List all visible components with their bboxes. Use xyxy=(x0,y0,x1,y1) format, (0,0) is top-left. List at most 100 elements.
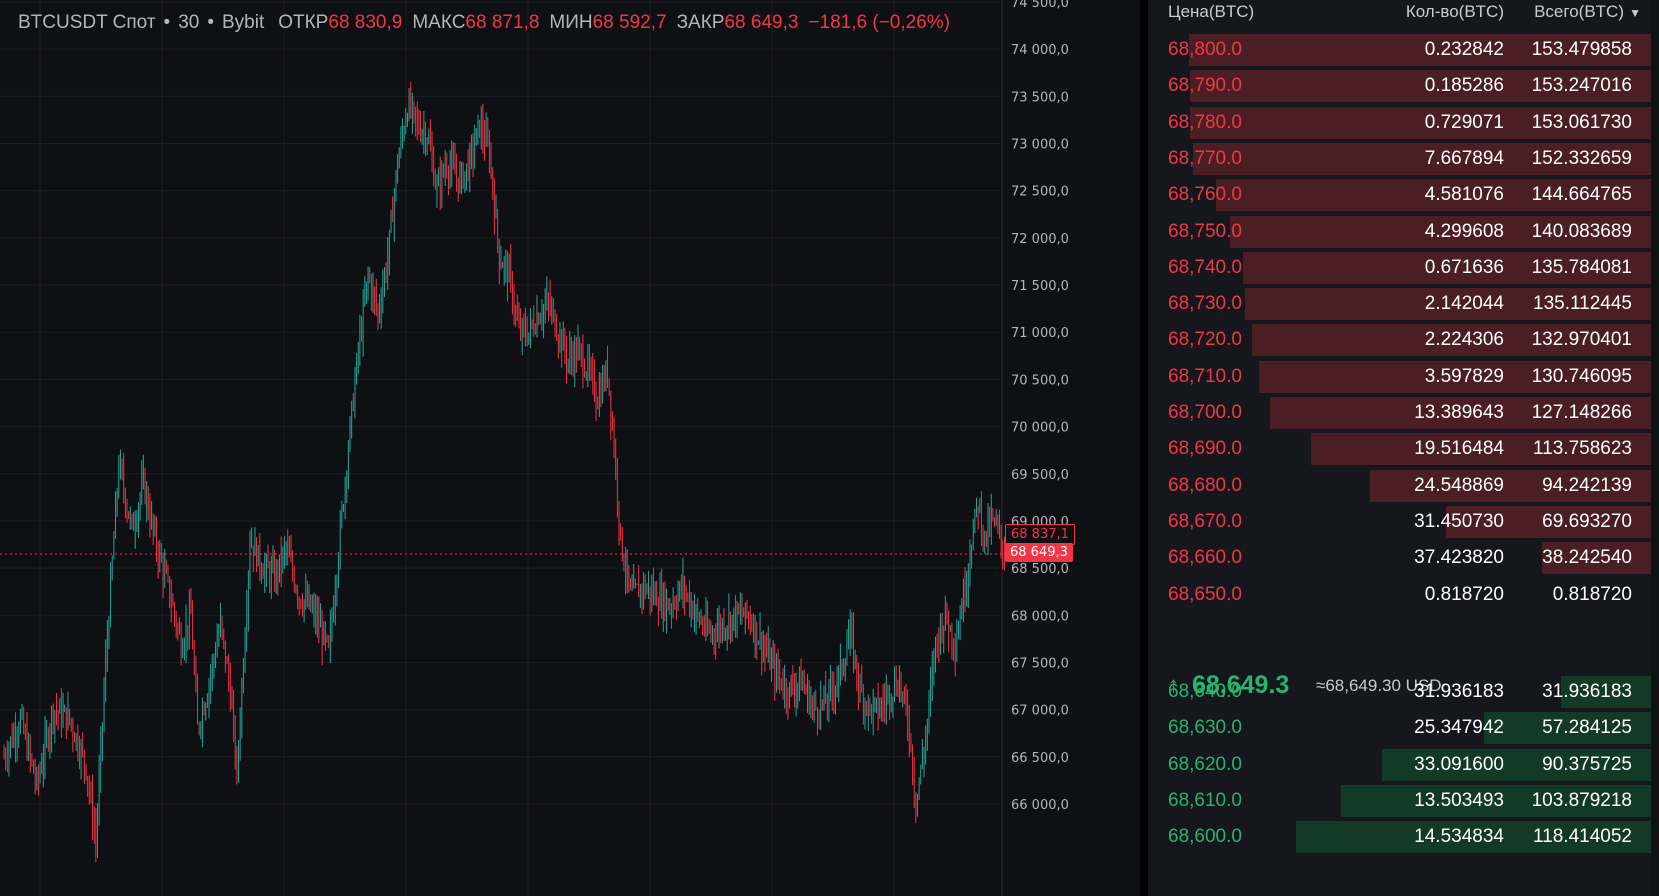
ask-qty: 0.671636 xyxy=(1424,256,1504,278)
ask-total: 127.148266 xyxy=(1531,402,1632,423)
depth-bar xyxy=(1216,179,1659,212)
arrow-up-icon: ↑ xyxy=(1168,672,1179,697)
ask-row[interactable]: 68,750.0 4.299608 140.083689 xyxy=(1148,214,1659,250)
ask-qty: 13.389643 xyxy=(1414,402,1504,423)
ask-row[interactable]: 68,760.0 4.581076 144.664765 xyxy=(1148,177,1659,213)
ask-qty: 3.597829 xyxy=(1424,365,1504,387)
ask-row[interactable]: 68,670.0 31.450730 69.693270 xyxy=(1148,504,1659,540)
ask-qty: 0.729071 xyxy=(1424,111,1504,133)
symbol-label[interactable]: BTCUSDT Спот xyxy=(18,12,156,33)
low-label: МИН xyxy=(549,12,593,33)
price-chart[interactable]: 74 500,0 74 000,0 73 500,0 73 000,0 72 500,0… xyxy=(0,0,1140,896)
ask-qty: 0.818720 xyxy=(1424,583,1504,605)
ask-total: 153.479858 xyxy=(1531,39,1632,60)
depth-bar xyxy=(1243,251,1659,284)
ask-total: 38.242540 xyxy=(1542,547,1632,569)
ask-row[interactable]: 68,710.0 3.597829 130.746095 xyxy=(1148,359,1659,395)
ask-qty: 0.232842 xyxy=(1424,39,1504,60)
ask-qty: 2.224306 xyxy=(1424,329,1504,351)
depth-bar xyxy=(1382,748,1659,781)
ask-price: 68,740.0 xyxy=(1168,256,1242,278)
separator-dot: • xyxy=(207,12,214,33)
depth-bar xyxy=(1341,784,1659,817)
ask-row[interactable]: 68,680.0 24.548869 94.242139 xyxy=(1148,468,1659,504)
ask-price: 68,690.0 xyxy=(1168,438,1242,460)
bid-total: 90.375725 xyxy=(1542,753,1632,775)
reference-price-tag: 68 837,1 xyxy=(1005,524,1075,546)
depth-bar xyxy=(1311,433,1659,466)
y-tick-label: 69 500,0 xyxy=(1011,468,1069,483)
bid-row[interactable]: 68,600.0 14.534834 118.414052 xyxy=(1148,819,1659,855)
depth-bar xyxy=(1245,288,1659,321)
y-tick-label: 66 500,0 xyxy=(1011,751,1069,766)
y-tick-label: 72 000,0 xyxy=(1011,232,1069,247)
order-book: Цена(BTC) Кол-во(BTC) Всего(BTC) ▼ 68,80… xyxy=(1148,0,1659,896)
y-tick-label: 74 500,0 xyxy=(1011,0,1069,11)
interval-label[interactable]: 30 xyxy=(178,12,200,33)
bid-price: 68,610.0 xyxy=(1168,789,1242,811)
y-tick-label: 72 500,0 xyxy=(1011,185,1069,200)
ask-row[interactable]: 68,770.0 7.667894 152.332659 xyxy=(1148,141,1659,177)
ask-total: 152.332659 xyxy=(1531,147,1632,169)
ask-qty: 37.423820 xyxy=(1414,547,1504,569)
bid-total: 31.936183 xyxy=(1542,681,1632,702)
last-price-row: ↑ 68,649.3 ≈68,649.30 USD xyxy=(1148,666,1659,710)
depth-bar xyxy=(1561,676,1659,708)
depth-bar xyxy=(1370,469,1659,502)
order-book-header: Цена(BTC) Кол-во(BTC) Всего(BTC) ▼ xyxy=(1148,0,1659,28)
bid-row[interactable]: 68,620.0 33.091600 90.375725 xyxy=(1148,747,1659,783)
y-tick-label: 68 500,0 xyxy=(1011,562,1069,577)
bid-row[interactable]: 68,630.0 25.347942 57.284125 xyxy=(1148,710,1659,746)
depth-bar xyxy=(1446,505,1659,538)
y-tick-label: 73 000,0 xyxy=(1011,138,1069,153)
bid-qty: 31.936183 xyxy=(1414,681,1504,702)
ask-row[interactable]: 68,720.0 2.224306 132.970401 xyxy=(1148,322,1659,358)
ask-row[interactable]: 68,780.0 0.729071 153.061730 xyxy=(1148,105,1659,141)
high-label: МАКС xyxy=(412,12,466,33)
depth-bar xyxy=(1189,34,1659,66)
ask-qty: 4.581076 xyxy=(1424,184,1504,206)
bid-row[interactable]: 68,610.0 13.503493 103.879218 xyxy=(1148,783,1659,819)
ask-row[interactable]: 68,660.0 37.423820 38.242540 xyxy=(1148,540,1659,576)
ask-row[interactable]: 68,740.0 0.671636 135.784081 xyxy=(1148,250,1659,286)
ask-price: 68,710.0 xyxy=(1168,365,1242,387)
ask-total: 130.746095 xyxy=(1531,365,1632,387)
exchange-label: Bybit xyxy=(221,12,265,33)
caret-down-icon[interactable]: ▼ xyxy=(1629,6,1641,20)
close-value: 68 649,3 xyxy=(724,12,799,33)
bid-qty: 25.347942 xyxy=(1414,717,1504,739)
ask-row[interactable]: 68,800.0 0.232842 153.479858 xyxy=(1148,32,1659,68)
ask-price: 68,750.0 xyxy=(1168,220,1242,242)
bid-total: 57.284125 xyxy=(1542,717,1632,739)
ask-qty: 2.142044 xyxy=(1424,293,1504,315)
candlestick-chart[interactable]: 74 500,0 74 000,0 73 500,0 73 000,0 72 500,0… xyxy=(0,0,1140,896)
y-tick-label: 68 000,0 xyxy=(1011,609,1069,624)
last-price-usd: ≈68,649.30 USD xyxy=(1316,676,1442,695)
col-total-header[interactable]: Всего(BTC) xyxy=(1534,2,1624,21)
col-qty-header: Кол-во(BTC) xyxy=(1405,2,1504,21)
ask-qty: 19.516484 xyxy=(1414,438,1504,460)
panel-divider[interactable] xyxy=(1140,0,1148,896)
y-tick-label: 74 000,0 xyxy=(1011,43,1069,58)
ask-row[interactable]: 68,790.0 0.185286 153.247016 xyxy=(1148,68,1659,104)
depth-bar xyxy=(1259,360,1659,393)
ask-total: 144.664765 xyxy=(1531,184,1632,206)
ask-price: 68,780.0 xyxy=(1168,111,1242,133)
col-price-header: Цена(BTC) xyxy=(1168,2,1255,21)
depth-bar xyxy=(1190,106,1659,139)
scrollbar[interactable] xyxy=(1651,0,1659,896)
ask-price: 68,680.0 xyxy=(1168,474,1242,496)
y-tick-label: 70 000,0 xyxy=(1011,421,1069,436)
ask-row[interactable]: 68,700.0 13.389643 127.148266 xyxy=(1148,395,1659,431)
bid-price: 68,640.0 xyxy=(1168,681,1242,702)
bid-row[interactable]: 68,640.0 31.936183 31.936183 xyxy=(1148,674,1659,710)
ask-row[interactable]: 68,730.0 2.142044 135.112445 xyxy=(1148,286,1659,322)
bid-qty: 13.503493 xyxy=(1414,789,1504,811)
ask-price: 68,660.0 xyxy=(1168,547,1242,569)
ask-price: 68,650.0 xyxy=(1168,583,1242,605)
ask-row[interactable]: 68,650.0 0.818720 0.818720 xyxy=(1148,577,1659,613)
bid-price: 68,630.0 xyxy=(1168,717,1242,739)
bid-price: 68,620.0 xyxy=(1168,753,1242,775)
ask-row[interactable]: 68,690.0 19.516484 113.758623 xyxy=(1148,431,1659,467)
